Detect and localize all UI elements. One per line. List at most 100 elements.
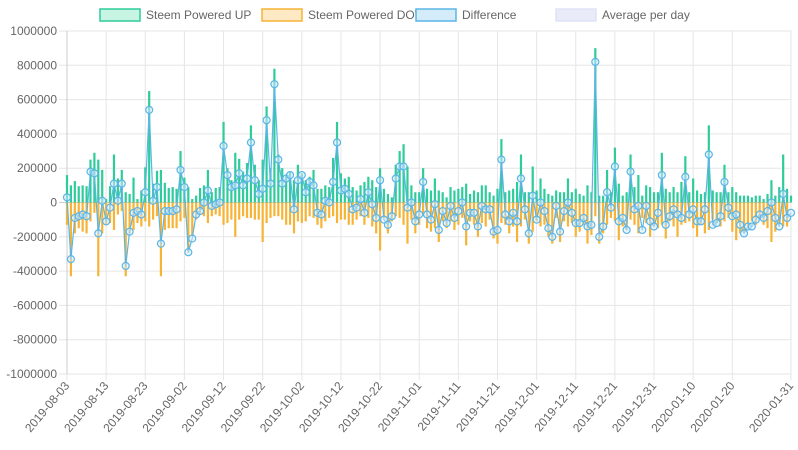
legend-item[interactable]: Steem Powered UP: [99, 8, 251, 22]
bar-up: [735, 192, 738, 203]
bar-up: [202, 185, 206, 203]
bar-up: [108, 186, 112, 203]
difference-point: [98, 196, 107, 205]
bar-up: [711, 190, 714, 203]
difference-point: [360, 208, 369, 217]
bar-up: [527, 192, 530, 203]
bar-up: [97, 159, 100, 203]
y-tick-label: 0: [50, 196, 57, 210]
bar-down: [535, 202, 538, 222]
difference-point: [148, 196, 158, 205]
bar-up: [488, 192, 491, 203]
legend-item[interactable]: Average per day: [555, 8, 690, 22]
bar-down: [613, 202, 616, 222]
bar-down: [367, 202, 370, 218]
x-tick-label: 2020-01-31: [746, 379, 796, 435]
difference-point: [536, 198, 545, 207]
bar-down: [641, 202, 644, 218]
difference-point: [493, 225, 502, 235]
bar-up: [782, 154, 785, 203]
bar-down: [288, 202, 292, 225]
legend-item[interactable]: Difference: [415, 8, 517, 22]
difference-point: [473, 222, 483, 231]
bar-down: [308, 202, 311, 217]
bar-down: [594, 202, 597, 217]
bar-down: [371, 202, 374, 227]
bar-down: [281, 202, 284, 220]
bar-up: [559, 192, 562, 203]
difference-point: [184, 248, 193, 257]
bar-down: [155, 202, 159, 217]
difference-point: [215, 198, 224, 207]
legend-item[interactable]: Steem Powered DOWN: [261, 8, 435, 22]
bar-up: [727, 192, 730, 203]
difference-point: [454, 206, 463, 216]
difference-point: [786, 208, 796, 217]
bar-up: [609, 192, 613, 203]
bar-up: [680, 181, 683, 203]
y-tick-label: -800000: [13, 333, 57, 347]
y-tick-label: -400000: [13, 264, 57, 278]
bar-down: [191, 202, 194, 236]
difference-point: [352, 203, 361, 212]
bar-up: [429, 190, 433, 203]
difference-point: [180, 182, 189, 192]
bar-up: [69, 185, 73, 203]
bar-down: [684, 202, 687, 224]
y-tick-label: 1000000: [10, 24, 57, 38]
bar-down: [167, 202, 170, 229]
difference-point: [509, 208, 518, 217]
y-axis: 1000000 800000 600000 400000 200000 0 -200000 -…: [6, 24, 57, 381]
difference-point: [242, 174, 252, 183]
difference-point: [434, 225, 443, 235]
difference-point: [642, 201, 651, 211]
difference-point: [102, 217, 111, 226]
y-tick-label: -200000: [13, 230, 57, 244]
difference-point: [516, 174, 526, 183]
bar-up: [245, 163, 249, 203]
bar-down: [304, 202, 307, 222]
difference-point: [767, 198, 776, 207]
bar-up: [633, 187, 636, 203]
bar-down: [187, 202, 190, 253]
bar-up: [81, 185, 84, 203]
bar-up: [406, 166, 409, 203]
bar-up: [602, 195, 605, 203]
bar-up: [715, 192, 718, 203]
difference-point: [716, 212, 725, 221]
difference-point: [759, 213, 768, 223]
bar-up: [645, 185, 648, 203]
bar-up: [171, 187, 174, 203]
difference-point: [250, 176, 259, 185]
bar-up: [590, 192, 593, 203]
difference-point: [262, 116, 271, 125]
bar-down: [770, 202, 773, 242]
bar-up: [187, 187, 190, 203]
difference-point: [325, 198, 334, 207]
difference-point: [399, 162, 408, 171]
bar-up: [230, 180, 233, 203]
bar-up: [699, 193, 703, 203]
bar-down: [335, 202, 339, 224]
bar-up: [512, 188, 515, 203]
bar-up: [89, 159, 92, 203]
difference-point: [739, 229, 749, 238]
bar-down: [179, 202, 182, 222]
bar-up: [668, 192, 671, 203]
bar-up: [676, 192, 679, 203]
bar-up: [85, 186, 88, 203]
bar-up: [273, 68, 276, 203]
bar-down: [699, 202, 703, 225]
difference-point: [113, 196, 122, 205]
bar-up: [234, 152, 237, 203]
bar-down: [445, 202, 448, 229]
bar-down: [766, 202, 769, 229]
difference-point: [595, 232, 604, 241]
bar-up: [73, 181, 76, 203]
difference-point: [657, 170, 666, 180]
difference-point: [117, 179, 126, 188]
bar-down: [343, 202, 346, 220]
difference-point: [199, 198, 209, 207]
bar-down: [171, 202, 174, 229]
difference-point: [501, 210, 510, 219]
